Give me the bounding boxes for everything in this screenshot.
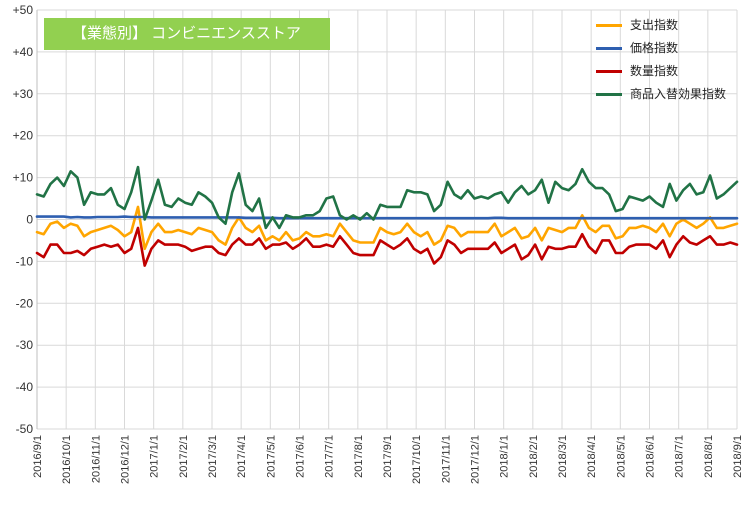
- x-tick-label: 2018/3/1: [557, 435, 569, 478]
- series-lines: [35, 165, 739, 267]
- x-tick-label: 2016/12/1: [120, 435, 132, 484]
- x-tick-label: 2018/4/1: [586, 435, 598, 478]
- x-tick-label: 2017/10/1: [411, 435, 423, 484]
- y-tick-label: -10: [16, 254, 34, 268]
- x-tick-label: 2017/1/1: [149, 435, 161, 478]
- legend-item-quantity: 数量指数: [596, 60, 742, 83]
- y-tick-label: +40: [13, 45, 34, 59]
- x-tick-label: 2018/1/1: [499, 435, 511, 478]
- y-tick-label: -50: [16, 422, 34, 436]
- legend-swatch: [596, 24, 622, 27]
- y-axis-tick-labels: -50 -40 -30 -20 -10 0 +10 +20 +30 +40 +50: [13, 3, 34, 436]
- x-tick-label: 2016/11/1: [90, 435, 102, 483]
- legend-item-spending: 支出指数: [596, 14, 742, 37]
- x-tick-label: 2016/10/1: [61, 435, 73, 484]
- legend: 支出指数 価格指数 数量指数 商品入替効果指数: [596, 14, 742, 106]
- x-tick-label: 2017/4/1: [236, 435, 248, 478]
- x-tick-label: 2017/12/1: [470, 435, 482, 484]
- legend-label: 数量指数: [630, 64, 679, 78]
- x-tick-label: 2017/7/1: [324, 435, 336, 478]
- legend-item-price: 価格指数: [596, 37, 742, 60]
- x-tick-label: 2018/6/1: [645, 435, 657, 478]
- y-tick-label: -20: [16, 296, 34, 310]
- y-tick-label: -30: [16, 338, 34, 352]
- x-tick-label: 2017/9/1: [382, 435, 394, 478]
- legend-label: 価格指数: [630, 41, 679, 55]
- y-tick-label: 0: [26, 213, 33, 227]
- series-line-2: [35, 226, 739, 267]
- x-tick-label: 2018/5/1: [615, 435, 627, 478]
- chart-title: 【業態別】 コンビニエンスストア: [44, 18, 330, 50]
- series-line-0: [35, 205, 739, 251]
- legend-swatch: [596, 70, 622, 73]
- x-tick-label: 2018/9/1: [732, 435, 742, 478]
- y-tick-label: -40: [16, 380, 34, 394]
- series-line-3: [35, 165, 739, 230]
- y-tick-label: +20: [13, 129, 34, 143]
- legend-swatch: [596, 47, 622, 50]
- x-tick-label: 2017/3/1: [207, 435, 219, 478]
- y-tick-label: +50: [13, 3, 34, 17]
- series-line-1: [35, 215, 739, 220]
- x-tick-label: 2018/2/1: [528, 435, 540, 478]
- x-tick-label: 2016/9/1: [32, 435, 44, 478]
- x-tick-label: 2017/5/1: [265, 435, 277, 478]
- x-axis-tick-labels: 2016/9/1 2016/10/1 2016/11/1 2016/12/1 2017/…: [32, 435, 742, 484]
- x-tick-label: 2017/2/1: [178, 435, 190, 478]
- legend-item-product-replacement: 商品入替効果指数: [596, 83, 742, 106]
- legend-swatch: [596, 93, 622, 96]
- x-tick-label: 2017/11/1: [440, 435, 452, 483]
- x-tick-label: 2018/8/1: [703, 435, 715, 478]
- x-tick-label: 2017/8/1: [353, 435, 365, 478]
- y-tick-label: +30: [13, 87, 34, 101]
- x-tick-label: 2017/6/1: [295, 435, 307, 478]
- x-tick-label: 2018/7/1: [674, 435, 686, 478]
- legend-label: 支出指数: [630, 18, 679, 32]
- legend-label: 商品入替効果指数: [630, 87, 727, 101]
- y-tick-label: +10: [13, 171, 34, 185]
